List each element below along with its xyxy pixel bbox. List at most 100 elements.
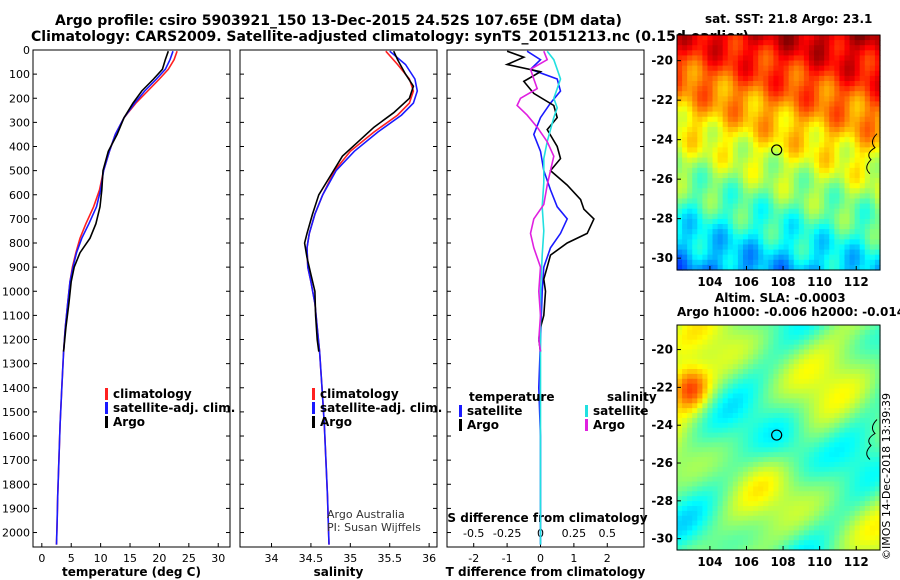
map-cell-sst (748, 234, 754, 240)
map-cell-sst (864, 239, 871, 246)
map-cell-sst (763, 224, 769, 230)
map-cell-sla (742, 530, 749, 536)
map-cell-sla (834, 466, 840, 473)
map-cell-sla (682, 510, 688, 517)
map-cell-sla (788, 442, 795, 448)
map-cell-sst (869, 35, 876, 41)
map-cell-sst (829, 137, 835, 143)
map-cell-sst (869, 254, 876, 261)
map-cell-sst (793, 101, 800, 108)
map-cell-sst (717, 198, 724, 205)
map-cell-sst (859, 224, 866, 230)
map-cell-sst (758, 208, 764, 215)
map-cell-sst (798, 126, 805, 133)
map-cell-sla (727, 501, 734, 507)
map-cell-sla (814, 491, 820, 497)
map-cell-sla (859, 545, 866, 551)
map-cell-sla (874, 349, 881, 355)
map-cell-sst (677, 172, 683, 179)
map-cell-sla (682, 364, 688, 370)
map-cell-sla (717, 530, 724, 536)
map-cell-sst (849, 96, 856, 103)
map-cell-sla (834, 403, 840, 409)
map-cell-sla (748, 437, 754, 443)
map-cell-sst (707, 259, 714, 266)
map-cell-sst (803, 178, 810, 184)
map-cell-sla (737, 540, 744, 546)
map-cell-sla (859, 388, 866, 395)
map-cell-sla (732, 422, 739, 429)
map-cell-sst (869, 121, 876, 128)
map-cell-sla (763, 501, 769, 507)
map-cell-sla (707, 491, 714, 497)
map-cell-sst (788, 239, 795, 246)
map-cell-sst (702, 132, 709, 138)
map-cell-sst (692, 126, 698, 133)
map-cell-sst (859, 208, 866, 215)
map-cell-sla (722, 417, 729, 424)
map-cell-sst (722, 234, 729, 240)
map-cell-sla (737, 486, 744, 492)
map-cell-sst (814, 142, 820, 148)
map-cell-sla (864, 369, 871, 375)
map-cell-sst (748, 264, 754, 271)
map-cell-sla (773, 388, 780, 395)
map-cell-sst (824, 132, 830, 138)
map-cell-sst (753, 229, 759, 235)
map-cell-sst (707, 218, 714, 225)
map-cell-sst (793, 172, 800, 179)
map-cell-sst (748, 157, 754, 164)
map-cell-sst (697, 213, 703, 220)
map-cell-sst (712, 198, 719, 205)
map-cell-sla (677, 540, 683, 546)
map-cell-sla (697, 329, 703, 336)
map-cell-sst (763, 65, 769, 72)
map-cell-sla (829, 325, 835, 331)
map-cell-sla (874, 530, 881, 536)
map-cell-sst (829, 224, 835, 230)
map-cell-sst (768, 198, 775, 205)
map-cell-sla (859, 461, 866, 468)
map-cell-sst (748, 183, 754, 189)
map-cell-sst (707, 65, 714, 72)
map-cell-sla (798, 476, 805, 483)
map-cell-sst (814, 234, 820, 240)
map-cell-sst (697, 178, 703, 184)
map-cell-sst (839, 213, 846, 220)
map-cell-sst (793, 229, 800, 235)
map-cell-sla (803, 373, 810, 380)
map-cell-sla (768, 398, 775, 404)
map-cell-sla (854, 413, 861, 419)
map-cell-sla (869, 525, 876, 532)
map-cell-sla (727, 520, 734, 527)
map-cell-sla (768, 510, 775, 517)
map-cell-sst (758, 178, 764, 184)
map-cell-sst (687, 147, 693, 154)
map-cell-sst (874, 218, 881, 225)
map-cell-sst (742, 249, 749, 256)
map-cell-sst (778, 178, 785, 184)
map-cell-sla (768, 476, 775, 483)
map-cell-sla (717, 354, 724, 360)
map-cell-sla (839, 334, 846, 341)
map-cell-sla (732, 369, 739, 375)
map-cell-sst (697, 65, 703, 72)
map-cell-sla (793, 452, 800, 458)
map-cell-sst (682, 208, 688, 215)
map-cell-sst (722, 162, 729, 169)
map-cell-sla (854, 491, 861, 497)
x-tick-label: 10 (94, 552, 108, 565)
map-cell-sla (824, 344, 830, 351)
map-cell-sla (834, 471, 840, 478)
map-cell-sst (697, 244, 703, 251)
map-cell-sla (778, 457, 785, 463)
legend-swatch (312, 402, 315, 414)
map-cell-sla (732, 452, 739, 458)
map-cell-sla (682, 486, 688, 492)
map-cell-sst (849, 162, 856, 169)
map-cell-sst (783, 116, 790, 123)
map-cell-sst (824, 65, 830, 72)
map-cell-sla (834, 383, 840, 390)
map-cell-sst (824, 75, 830, 82)
map-cell-sst (798, 55, 805, 62)
